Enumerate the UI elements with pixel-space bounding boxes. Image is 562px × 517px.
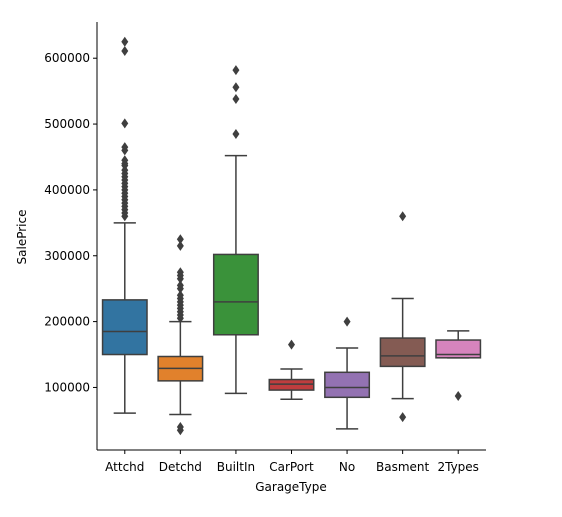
box-group-carport xyxy=(268,339,315,401)
iqr-box xyxy=(435,339,482,359)
y-tick-label: 500000 xyxy=(44,117,90,131)
box-group-no xyxy=(324,316,371,430)
x-tick-label: Detchd xyxy=(159,460,202,474)
box-group-basment xyxy=(379,211,426,423)
outlier-point xyxy=(176,290,184,301)
iqr-box xyxy=(101,299,148,356)
outlier-point xyxy=(121,36,129,47)
x-tick-label: Attchd xyxy=(105,460,144,474)
outlier-point xyxy=(121,155,129,166)
x-tick-label: CarPort xyxy=(269,460,314,474)
y-tick-label: 400000 xyxy=(44,183,90,197)
iqr-box xyxy=(324,371,371,399)
outlier-point xyxy=(288,339,295,350)
y-tick-label: 200000 xyxy=(44,315,90,329)
plot-marks xyxy=(101,36,482,436)
outlier-point xyxy=(399,412,407,423)
outlier-point xyxy=(176,267,184,278)
outlier-point xyxy=(121,45,129,56)
y-axis-title: SalePrice xyxy=(15,210,29,265)
outlier-point xyxy=(121,142,129,153)
outlier-point xyxy=(176,240,184,251)
outlier-point xyxy=(232,65,240,76)
box-group-attchd xyxy=(101,36,148,414)
x-tick-label: No xyxy=(339,460,355,474)
y-tick-label: 100000 xyxy=(44,380,90,394)
y-tick-label: 300000 xyxy=(44,249,90,263)
outlier-point xyxy=(176,421,184,432)
box-group-2types xyxy=(435,330,482,402)
box-group-detchd xyxy=(157,234,204,436)
outlier-point xyxy=(232,82,240,93)
x-axis-title: GarageType xyxy=(255,480,327,494)
outlier-point xyxy=(399,211,407,222)
x-tick-label: BuiltIn xyxy=(217,460,255,474)
y-tick-label: 600000 xyxy=(44,51,90,65)
iqr-box xyxy=(212,253,259,336)
box-group-builtin xyxy=(212,65,259,395)
outlier-point xyxy=(232,128,240,139)
outlier-point xyxy=(176,234,184,245)
outlier-point xyxy=(176,280,184,291)
outlier-point xyxy=(343,316,351,327)
iqr-box xyxy=(379,337,426,368)
outlier-point xyxy=(232,94,240,105)
axes: 100000 200000 300000 400000 500000 600000 Attc… xyxy=(44,22,486,474)
outlier-point xyxy=(121,118,129,129)
outlier-point xyxy=(454,391,462,402)
x-tick-label: 2Types xyxy=(437,460,478,474)
x-tick-label: Basment xyxy=(376,460,430,474)
